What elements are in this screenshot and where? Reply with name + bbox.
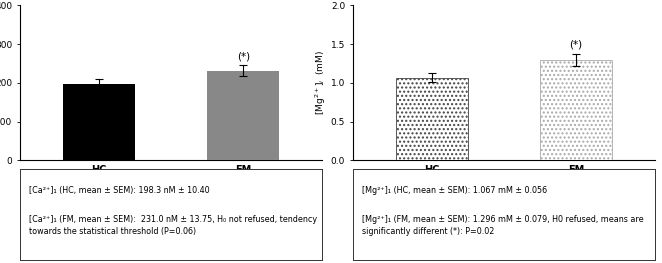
Text: (*): (*)	[237, 52, 250, 62]
Bar	[63, 84, 135, 160]
Text: (*): (*)	[569, 39, 583, 49]
Bar	[540, 60, 612, 160]
Bar	[207, 71, 279, 160]
Y-axis label: [Mg$^{2+}$]$_i$  (mM): [Mg$^{2+}$]$_i$ (mM)	[314, 50, 328, 115]
Text: [Ca²⁺]₁ (HC, mean ± SEM): 198.3 nM ± 10.40: [Ca²⁺]₁ (HC, mean ± SEM): 198.3 nM ± 10.…	[29, 185, 210, 195]
Text: [Mg²⁺]₁ (FM, mean ± SEM): 1.296 mM ± 0.079, H0 refused, means are
significantly : [Mg²⁺]₁ (FM, mean ± SEM): 1.296 mM ± 0.0…	[362, 215, 643, 236]
Text: [Ca²⁺]₁ (FM, mean ± SEM):  231.0 nM ± 13.75, H₀ not refused, tendency
towards th: [Ca²⁺]₁ (FM, mean ± SEM): 231.0 nM ± 13.…	[29, 215, 317, 236]
Text: [Mg²⁺]₁ (HC, mean ± SEM): 1.067 mM ± 0.056: [Mg²⁺]₁ (HC, mean ± SEM): 1.067 mM ± 0.0…	[362, 185, 547, 195]
Bar	[396, 78, 468, 160]
